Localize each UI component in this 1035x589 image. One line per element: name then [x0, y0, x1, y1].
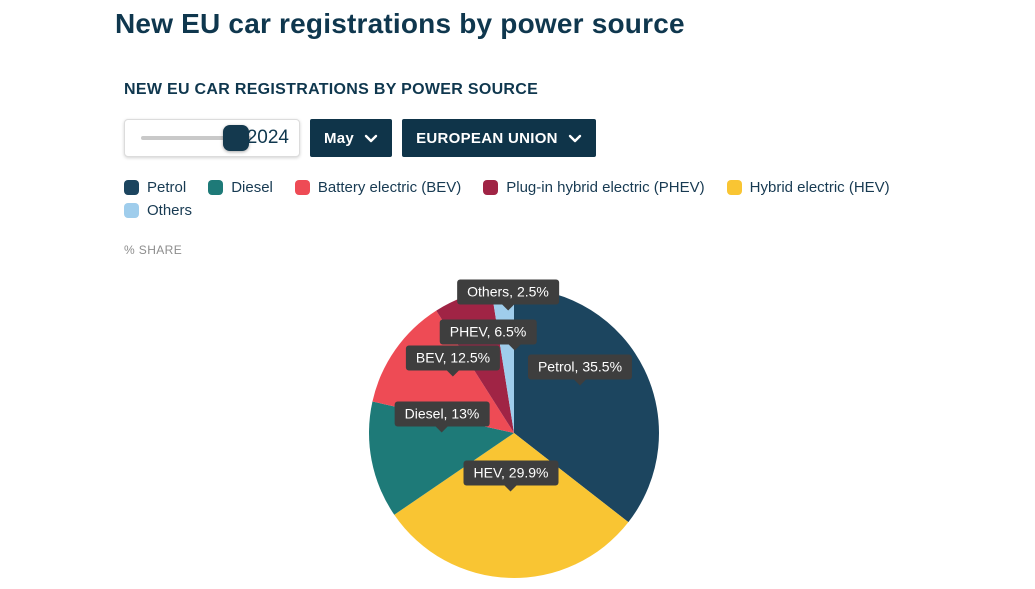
axis-unit-label: % SHARE — [124, 243, 183, 257]
legend-label: Petrol — [147, 179, 187, 196]
legend-swatch — [483, 180, 499, 195]
legend-item-plug-in-hybrid-electric-phev[interactable]: Plug-in hybrid electric (PHEV) — [483, 179, 705, 196]
pie-slice-hev[interactable] — [394, 433, 629, 578]
legend-swatch — [208, 180, 224, 195]
pie-label-hev: HEV, 29.9% — [463, 460, 559, 486]
legend-item-battery-electric-bev[interactable]: Battery electric (BEV) — [294, 179, 462, 196]
legend-item-hybrid-electric-hev[interactable]: Hybrid electric (HEV) — [726, 179, 890, 196]
year-slider[interactable]: 2024 — [124, 119, 300, 157]
chart-legend: Petrol Diesel Battery electric (BEV) Plug-i… — [124, 179, 899, 219]
pie-label-phev: PHEV, 6.5% — [439, 319, 537, 345]
legend-swatch — [124, 203, 139, 218]
legend-label: Battery electric (BEV) — [317, 179, 462, 196]
pie-label-bev: BEV, 12.5% — [405, 345, 501, 371]
legend-label: Plug-in hybrid electric (PHEV) — [506, 179, 705, 196]
legend-label: Diesel — [231, 179, 273, 196]
legend-item-petrol[interactable]: Petrol — [124, 179, 186, 196]
legend-swatch — [726, 180, 742, 195]
page-title: New EU car registrations by power source — [115, 8, 685, 39]
legend-item-diesel[interactable]: Diesel — [208, 179, 273, 196]
chevron-down-icon — [568, 130, 582, 147]
year-value: 2024 — [246, 127, 289, 148]
pie-label-others: Others, 2.5% — [457, 279, 559, 305]
pie-slice-diesel[interactable] — [369, 401, 514, 515]
chart-controls: 2024 May EUROPEAN UNION — [124, 119, 596, 157]
month-dropdown-label: May — [324, 129, 355, 147]
region-dropdown[interactable]: EUROPEAN UNION — [402, 119, 596, 157]
legend-swatch — [294, 180, 310, 195]
year-slider-track[interactable] — [141, 125, 251, 151]
pie-label-diesel: Diesel, 13% — [394, 401, 490, 427]
legend-item-others[interactable]: Others — [124, 202, 192, 219]
year-slider-thumb[interactable] — [223, 125, 249, 151]
pie-label-petrol: Petrol, 35.5% — [527, 354, 633, 380]
legend-swatch — [124, 180, 139, 195]
pie-slice-petrol[interactable] — [514, 288, 659, 523]
legend-label: Hybrid electric (HEV) — [749, 179, 890, 196]
legend-label: Others — [147, 202, 193, 219]
chart-heading: NEW EU CAR REGISTRATIONS BY POWER SOURCE — [124, 81, 539, 98]
month-dropdown[interactable]: May — [310, 119, 393, 157]
region-dropdown-label: EUROPEAN UNION — [416, 129, 558, 147]
chevron-down-icon — [364, 130, 378, 147]
